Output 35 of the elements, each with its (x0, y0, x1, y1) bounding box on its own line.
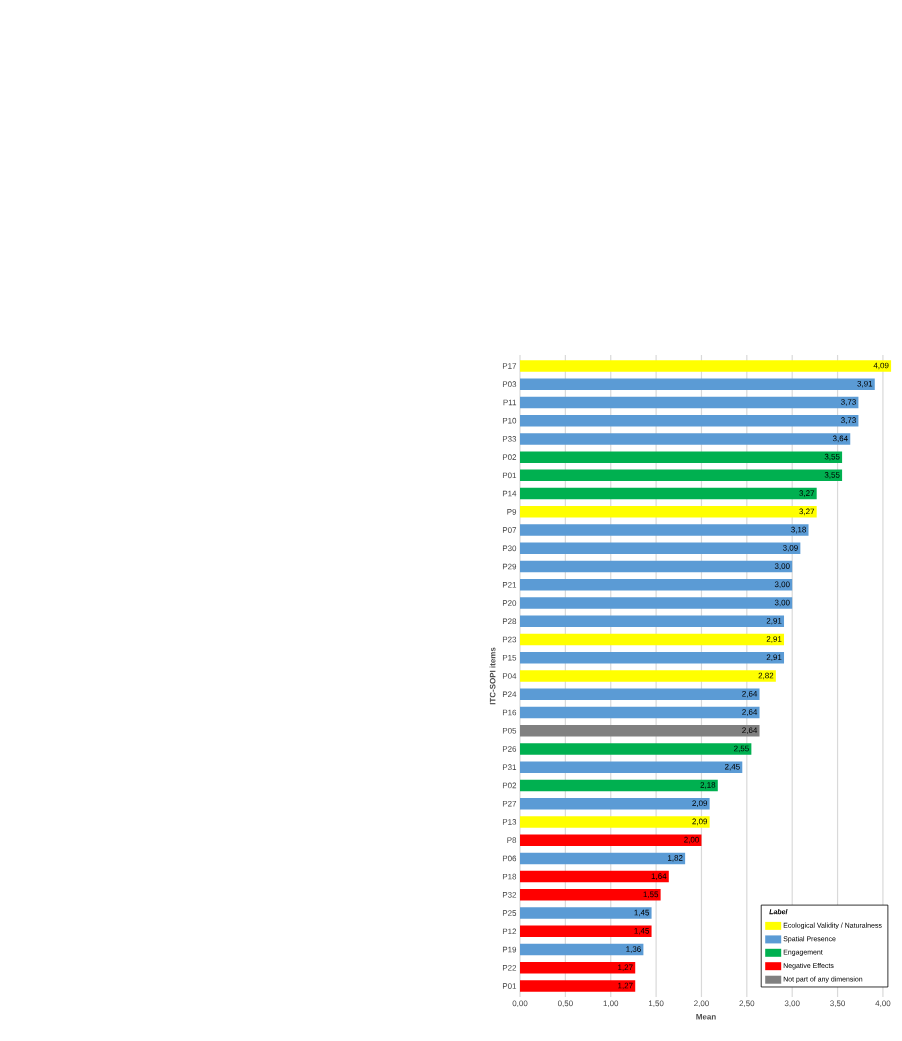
bar (520, 816, 710, 828)
bar (520, 670, 776, 682)
bar (520, 743, 752, 755)
bar (520, 761, 743, 773)
bar (520, 962, 636, 974)
bar (520, 852, 686, 865)
bar (520, 652, 785, 664)
bar (520, 889, 661, 901)
bar (520, 451, 843, 463)
bar (520, 487, 817, 500)
bar (520, 615, 785, 628)
bar (520, 633, 785, 646)
bar (520, 688, 760, 700)
bar (520, 907, 652, 919)
bar (520, 433, 851, 445)
bar (520, 378, 875, 390)
bar (520, 396, 859, 409)
bar (520, 506, 817, 518)
bar (520, 579, 793, 591)
bar (520, 943, 644, 956)
bar (520, 834, 702, 846)
bar (520, 925, 652, 938)
bar (520, 779, 718, 792)
bar (520, 724, 760, 737)
bar (520, 414, 859, 427)
bar (520, 980, 636, 992)
bar (520, 706, 760, 719)
bar (520, 870, 669, 883)
bar (520, 360, 892, 372)
bar (520, 597, 793, 609)
bar (520, 560, 793, 573)
bar (520, 542, 801, 555)
bar (520, 469, 843, 482)
bar (520, 524, 809, 536)
bar (520, 797, 710, 810)
